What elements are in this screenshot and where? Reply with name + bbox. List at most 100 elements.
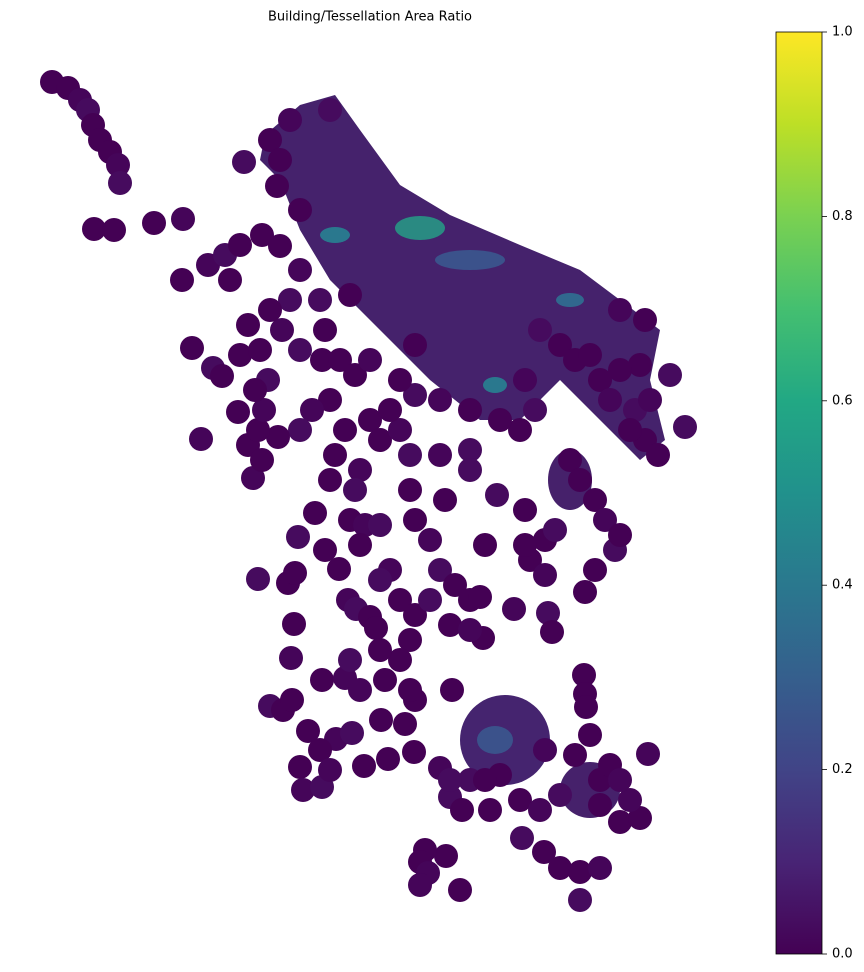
cell <box>568 888 592 912</box>
cell <box>333 418 357 442</box>
cell <box>338 283 362 307</box>
cell <box>265 174 289 198</box>
cell <box>438 768 462 792</box>
cell <box>180 336 204 360</box>
cell <box>443 573 467 597</box>
cell <box>368 638 392 662</box>
cell <box>473 768 497 792</box>
cell <box>428 558 452 582</box>
cell <box>358 348 382 372</box>
cell <box>528 318 552 342</box>
cell <box>428 443 452 467</box>
cell <box>210 364 234 388</box>
cell <box>248 338 272 362</box>
cell <box>458 618 482 642</box>
cell <box>246 567 270 591</box>
cell <box>673 415 697 439</box>
cell <box>403 508 427 532</box>
chart-title: Building/Tessellation Area Ratio <box>268 10 472 25</box>
cell <box>393 712 417 736</box>
cell <box>485 483 509 507</box>
cell <box>458 398 482 422</box>
cell <box>228 343 252 367</box>
cell <box>280 688 304 712</box>
cell <box>279 646 303 670</box>
cell <box>578 723 602 747</box>
dense-patch <box>477 726 513 754</box>
cell <box>310 348 334 372</box>
cell <box>368 428 392 452</box>
cell <box>568 860 592 884</box>
cell <box>433 488 457 512</box>
cell <box>488 408 512 432</box>
cell <box>468 585 492 609</box>
cell <box>189 427 213 451</box>
cell <box>318 98 342 122</box>
cell <box>291 778 315 802</box>
cell <box>170 268 194 292</box>
cell <box>398 478 422 502</box>
cell <box>318 758 342 782</box>
cell <box>388 368 412 392</box>
cell <box>340 721 364 745</box>
cell <box>608 768 632 792</box>
cell <box>513 498 537 522</box>
cell <box>583 558 607 582</box>
cell <box>440 678 464 702</box>
cell <box>578 343 602 367</box>
cell <box>540 620 564 644</box>
cell <box>478 798 502 822</box>
cell <box>308 738 332 762</box>
cell <box>308 288 332 312</box>
cell <box>618 418 642 442</box>
cell <box>108 171 132 195</box>
cell <box>286 525 310 549</box>
colorbar-tick-label: 0.8 <box>832 209 853 224</box>
cell <box>510 826 534 850</box>
cell <box>588 368 612 392</box>
dense-patch <box>556 293 584 307</box>
cell <box>252 398 276 422</box>
cell <box>628 806 652 830</box>
cell <box>218 268 242 292</box>
cell <box>434 844 458 868</box>
cell <box>246 418 270 442</box>
cell <box>266 425 290 449</box>
cell <box>572 663 596 687</box>
colorbar-tick-label: 1.0 <box>832 25 853 40</box>
cell <box>378 398 402 422</box>
map <box>40 70 697 912</box>
dense-area <box>260 95 665 460</box>
cell <box>226 400 250 424</box>
cell <box>533 738 557 762</box>
cell <box>348 458 372 482</box>
colorbar-tick-label: 0.6 <box>832 393 853 408</box>
cell <box>352 754 376 778</box>
cell <box>598 388 622 412</box>
cell <box>588 793 612 817</box>
cell <box>373 668 397 692</box>
cell <box>243 378 267 402</box>
cell <box>313 538 337 562</box>
dense-patch <box>320 227 350 243</box>
cell <box>278 108 302 132</box>
cell <box>303 501 327 525</box>
cell <box>658 363 682 387</box>
cell <box>106 153 130 177</box>
cell <box>364 616 388 640</box>
cell <box>343 363 367 387</box>
cell <box>327 557 351 581</box>
cell <box>573 580 597 604</box>
cell <box>241 466 265 490</box>
cell <box>369 708 393 732</box>
cell <box>402 740 426 764</box>
cell <box>403 383 427 407</box>
cell <box>288 338 312 362</box>
cell <box>608 810 632 834</box>
cell <box>646 443 670 467</box>
cell <box>548 333 572 357</box>
cell <box>323 443 347 467</box>
cell <box>348 533 372 557</box>
cell <box>403 603 427 627</box>
